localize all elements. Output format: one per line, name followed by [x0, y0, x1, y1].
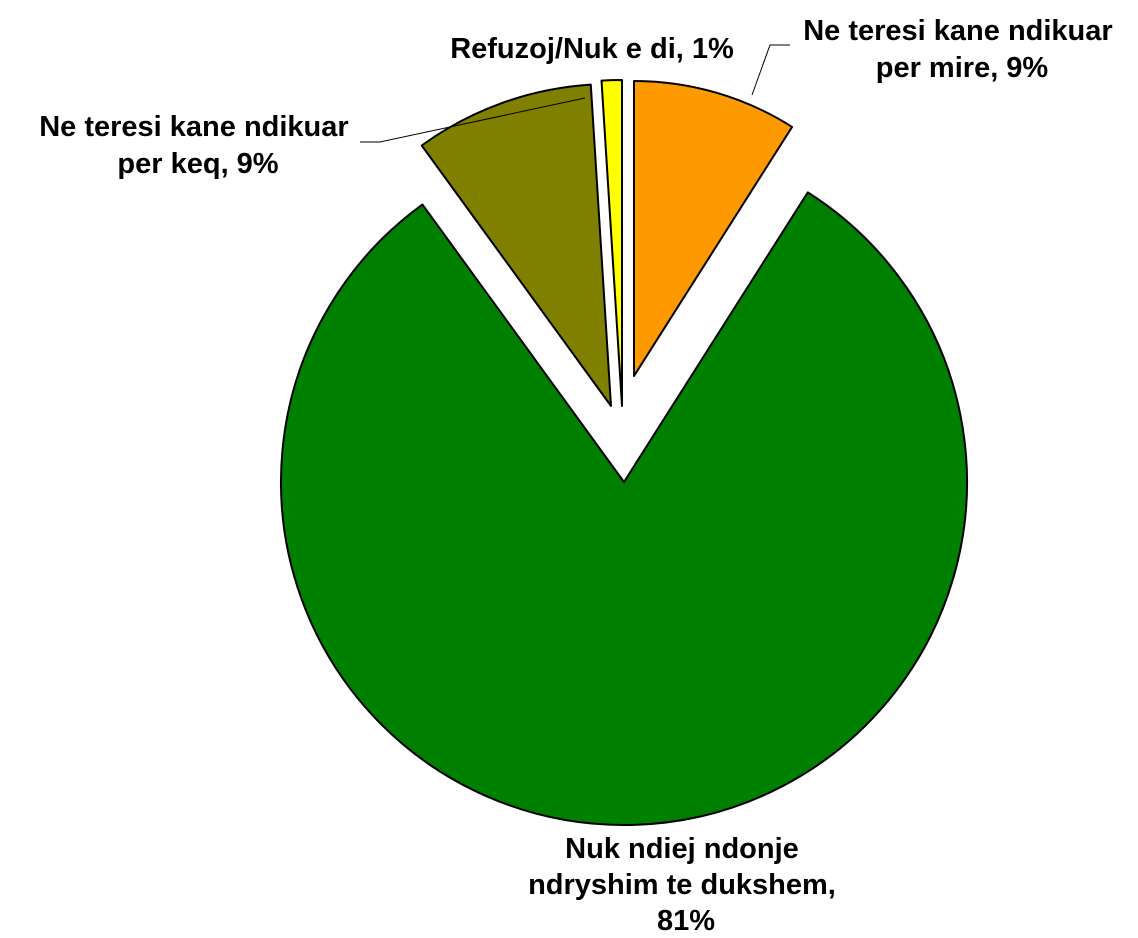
label-refuzoj-line-1: Refuzoj/Nuk e di, 1%	[450, 33, 734, 65]
label-nuk-ndiej-line-1: Nuk ndiej ndonje	[565, 833, 799, 865]
leader-line-keq	[360, 97, 586, 143]
label-mire: Ne teresi kane ndikuar per mire, 9%	[803, 15, 1121, 84]
label-mire-line-2: per mire, 9%	[876, 52, 1049, 84]
label-keq-line-2: per keq, 9%	[117, 148, 278, 180]
label-keq: Ne teresi kane ndikuar per keq, 9%	[39, 111, 357, 180]
leader-lines	[360, 44, 790, 143]
label-nuk-ndiej-line-2: ndryshim te dukshem,	[528, 869, 836, 901]
pie-slice-2	[280, 191, 968, 826]
label-nuk-ndiej: Nuk ndiej ndonje ndryshim te dukshem, 81…	[528, 833, 844, 937]
label-keq-line-1: Ne teresi kane ndikuar	[39, 111, 348, 143]
pie-slice-3	[420, 83, 612, 407]
leader-line-mire	[751, 44, 790, 96]
label-nuk-ndiej-line-3: 81%	[657, 905, 715, 937]
label-mire-line-1: Ne teresi kane ndikuar	[803, 15, 1112, 47]
pie-slice-1	[633, 80, 794, 377]
pie-slice-4	[600, 79, 623, 407]
pie-slices	[280, 79, 968, 826]
label-refuzoj: Refuzoj/Nuk e di, 1%	[450, 33, 734, 65]
